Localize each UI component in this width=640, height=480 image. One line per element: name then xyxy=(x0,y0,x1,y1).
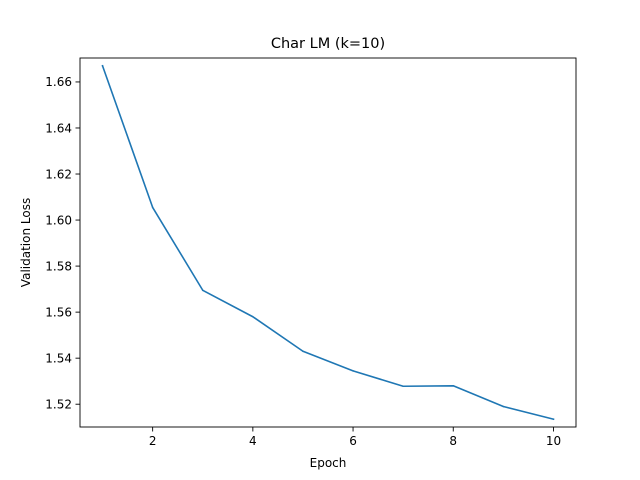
y-axis-ticks: 1.52 1.54 1.56 1.58 1.60 1.62 1.64 1.66 xyxy=(45,75,80,412)
plot-frame xyxy=(79,57,577,428)
data-point xyxy=(302,350,304,353)
y-tick-label: 1.54 xyxy=(45,351,72,365)
series-line xyxy=(101,64,555,421)
y-tick-label: 1.52 xyxy=(45,398,72,412)
y-tick-label: 1.66 xyxy=(45,75,72,89)
x-axis-ticks: 2 4 6 8 10 xyxy=(149,427,561,448)
data-point xyxy=(352,370,354,372)
x-tick-label: 10 xyxy=(546,434,561,448)
x-tick-label: 8 xyxy=(449,434,457,448)
data-point xyxy=(452,384,455,387)
data-point xyxy=(402,385,404,388)
data-point xyxy=(201,289,204,292)
y-axis-label: Validation Loss xyxy=(19,198,33,287)
data-point xyxy=(252,315,254,318)
series-points xyxy=(101,65,555,420)
x-tick-label: 4 xyxy=(249,434,257,448)
x-tick-label: 2 xyxy=(149,434,157,448)
chart-title: Char LM (k=10) xyxy=(271,36,385,52)
y-tick-label: 1.56 xyxy=(45,305,72,319)
data-point xyxy=(502,405,505,408)
data-point xyxy=(552,418,555,420)
x-axis-label: Epoch xyxy=(310,456,347,470)
data-point xyxy=(151,206,154,209)
x-tick-label: 6 xyxy=(349,434,357,448)
y-tick-label: 1.60 xyxy=(45,213,72,227)
y-tick-label: 1.62 xyxy=(45,167,72,181)
y-tick-label: 1.64 xyxy=(45,121,72,135)
y-tick-label: 1.58 xyxy=(45,259,72,273)
data-point xyxy=(101,65,104,67)
